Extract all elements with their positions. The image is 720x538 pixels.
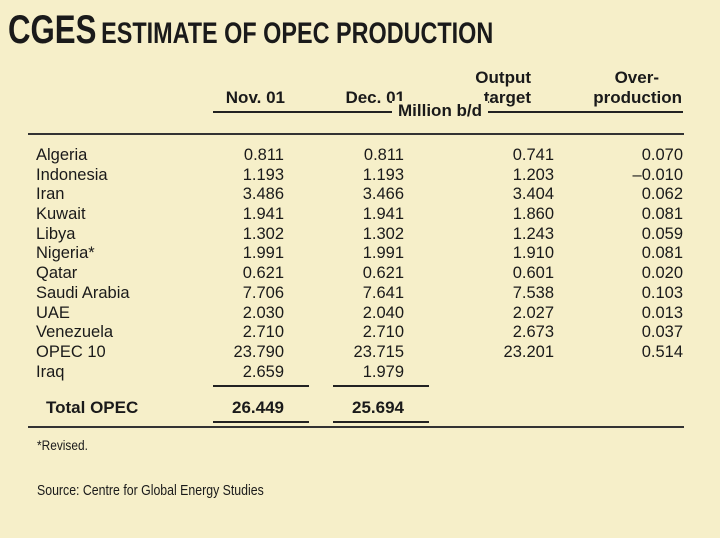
- row-dec-value: 23.715: [353, 342, 404, 361]
- table-row: Libya 1.302 1.302 1.243 0.059: [0, 225, 720, 245]
- row-target-value: 2.673: [512, 323, 554, 342]
- row-country: Iraq: [36, 362, 65, 381]
- row-target-value: 2.027: [512, 303, 554, 322]
- row-overproduction-value: –0.010: [632, 165, 683, 184]
- row-dec-value: 1.991: [362, 244, 404, 263]
- row-nov-value: 0.811: [243, 146, 284, 164]
- header-nov: Nov. 01: [225, 88, 285, 107]
- header-dec: Dec. 01: [345, 88, 405, 107]
- table-row: Iraq 2.659 1.979: [0, 363, 720, 383]
- unit-label: Million b/d: [392, 101, 489, 121]
- title-lead: CGES: [8, 8, 97, 52]
- row-overproduction-value: 0.514: [641, 342, 683, 361]
- row-dec-value: 0.621: [362, 264, 404, 283]
- row-target-value: 0.601: [512, 264, 554, 283]
- row-overproduction-value: 0.062: [641, 185, 683, 204]
- row-overproduction-value: 0.103: [641, 283, 683, 302]
- total-dec: 25.694: [352, 398, 404, 417]
- table-row: OPEC 10 23.790 23.715 23.201 0.514: [0, 343, 720, 363]
- footnote: *Revised.: [37, 437, 88, 453]
- row-dec-value: 2.710: [362, 323, 404, 342]
- row-dec-value: 7.641: [362, 283, 404, 302]
- row-overproduction-value: 0.020: [641, 264, 683, 283]
- row-nov-value: 23.790: [233, 342, 284, 361]
- row-country: Algeria: [36, 146, 88, 164]
- row-target-value: 0.741: [512, 146, 554, 164]
- table-row: Nigeria* 1.991 1.991 1.910 0.081: [0, 244, 720, 264]
- header-over-line1: Over-: [614, 68, 659, 87]
- title-rest: ESTIMATE OF OPEC PRODUCTION: [101, 17, 494, 50]
- row-nov-value: 3.486: [242, 185, 284, 204]
- row-dec-value: 1.193: [362, 165, 404, 184]
- row-target-value: 3.404: [512, 185, 554, 204]
- row-target-value: 23.201: [503, 342, 554, 361]
- row-nov-value: 1.991: [242, 244, 284, 263]
- row-target-value: 1.203: [512, 165, 554, 184]
- table-body: Algeria 0.811 0.811 0.741 0.070 Indonesia 1.19…: [0, 146, 720, 382]
- dec-subtotal-rule: [333, 385, 429, 387]
- row-nov-value: 0.621: [242, 264, 284, 283]
- table-row: Saudi Arabia 7.706 7.641 7.538 0.103: [0, 284, 720, 304]
- table-row: Venezuela 2.710 2.710 2.673 0.037: [0, 323, 720, 343]
- row-overproduction-value: 0.081: [641, 244, 683, 263]
- row-nov-value: 1.302: [242, 224, 284, 243]
- source-note: Source: Centre for Global Energy Studies: [37, 483, 264, 499]
- table-row: Iran 3.486 3.466 3.404 0.062: [0, 185, 720, 205]
- row-overproduction-value: 0.037: [641, 323, 683, 342]
- row-country: Venezuela: [36, 323, 114, 342]
- row-overproduction-value: 0.013: [641, 303, 683, 322]
- nov-subtotal-rule: [213, 385, 309, 387]
- dec-total-rule: [333, 421, 429, 423]
- table-row: Algeria 0.811 0.811 0.741 0.070: [0, 146, 720, 166]
- table-title: CGES ESTIMATE OF OPEC PRODUCTION: [8, 10, 493, 50]
- row-dec-value: 3.466: [362, 185, 404, 204]
- table-row: Qatar 0.621 0.621 0.601 0.020: [0, 264, 720, 284]
- row-country: Indonesia: [36, 165, 108, 184]
- row-nov-value: 7.706: [242, 283, 284, 302]
- row-target-value: 7.538: [512, 283, 554, 302]
- row-nov-value: 2.710: [242, 323, 284, 342]
- table-row: Indonesia 1.193 1.193 1.203 –0.010: [0, 166, 720, 186]
- row-overproduction-value: 0.081: [641, 205, 683, 224]
- row-overproduction-value: 0.070: [641, 146, 683, 164]
- row-dec-value: 1.979: [362, 362, 404, 381]
- row-target-value: 1.243: [512, 224, 554, 243]
- row-dec-value: 1.941: [362, 205, 404, 224]
- row-dec-value: 1.302: [362, 224, 404, 243]
- nov-total-rule: [213, 421, 309, 423]
- row-nov-value: 1.941: [242, 205, 284, 224]
- table-row: Kuwait 1.941 1.941 1.860 0.081: [0, 205, 720, 225]
- row-target-value: 1.860: [512, 205, 554, 224]
- row-nov-value: 2.659: [242, 362, 284, 381]
- table-row: UAE 2.030 2.040 2.027 0.013: [0, 304, 720, 324]
- row-country: Kuwait: [36, 205, 86, 224]
- row-country: Nigeria*: [36, 244, 95, 263]
- row-target-value: 1.910: [512, 244, 554, 263]
- header-over-line2: production: [593, 88, 682, 107]
- header-target-line2: target: [483, 88, 531, 107]
- total-row: Total OPEC 26.449 25.694: [0, 396, 720, 420]
- header-target-line1: Output: [475, 68, 531, 87]
- row-dec-value: 0.811: [363, 146, 404, 164]
- row-country: Qatar: [36, 264, 78, 283]
- row-nov-value: 2.030: [242, 303, 284, 322]
- row-country: Iran: [36, 185, 65, 204]
- row-country: Saudi Arabia: [36, 283, 130, 302]
- row-overproduction-value: 0.059: [641, 224, 683, 243]
- row-country: OPEC 10: [36, 342, 106, 361]
- row-country: Libya: [36, 224, 76, 243]
- row-nov-value: 1.193: [242, 165, 284, 184]
- header-rule: [28, 133, 684, 135]
- total-nov: 26.449: [232, 398, 284, 417]
- footer-rule: [28, 426, 684, 428]
- row-country: UAE: [36, 303, 70, 322]
- total-label: Total OPEC: [46, 398, 139, 417]
- row-dec-value: 2.040: [362, 303, 404, 322]
